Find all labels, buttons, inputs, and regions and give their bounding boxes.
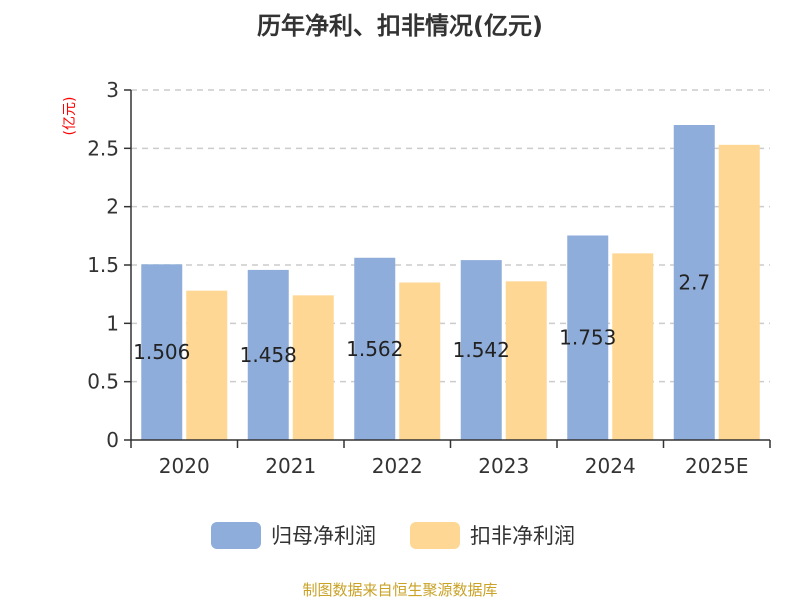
bar-deducted-net-profit: [612, 253, 654, 440]
y-tick-label: 0: [106, 428, 119, 452]
x-tick-label: 2022: [372, 454, 423, 478]
data-label: 1.458: [240, 343, 297, 367]
legend: 归母净利润 扣非净利润: [211, 522, 575, 549]
y-tick-label: 2: [106, 195, 119, 219]
x-tick-label: 2021: [265, 454, 316, 478]
bar-deducted-net-profit: [505, 281, 547, 440]
bar-deducted-net-profit: [186, 290, 228, 440]
bar-deducted-net-profit: [399, 282, 441, 440]
data-label: 1.506: [133, 340, 190, 364]
data-label: 1.753: [559, 326, 616, 350]
legend-label: 归母净利润: [271, 524, 376, 548]
data-label: 2.7: [678, 271, 710, 295]
x-tick-label: 2024: [585, 454, 636, 478]
data-label: 1.562: [346, 337, 403, 361]
legend-swatch: [211, 522, 261, 549]
data-label: 1.542: [453, 338, 510, 362]
x-tick-label: 2023: [478, 454, 529, 478]
y-tick-label: 1: [106, 311, 119, 335]
bar-net-profit: [354, 257, 396, 440]
bar-net-profit: [247, 269, 289, 440]
bar-deducted-net-profit: [292, 295, 334, 440]
legend-swatch: [410, 522, 460, 549]
bar-net-profit: [141, 264, 183, 440]
axes: 0 0.5 1 1.5 2 2.5 3 2020 2021 2022 2023 2024 2025E: [87, 78, 771, 478]
bar-net-profit: [460, 260, 502, 440]
grid-lines: [131, 89, 770, 383]
y-tick-label: 2.5: [87, 136, 119, 160]
y-tick-label: 0.5: [87, 370, 119, 394]
x-tick-label: 2020: [159, 454, 210, 478]
bar-deducted-net-profit: [718, 144, 760, 441]
x-tick-label: 2025E: [685, 454, 749, 478]
chart-title: 历年净利、扣非情况(亿元): [257, 12, 543, 40]
legend-label: 扣非净利润: [470, 524, 575, 548]
bar-net-profit: [673, 125, 715, 440]
bar-net-profit: [567, 235, 609, 440]
source-note: 制图数据来自恒生聚源数据库: [302, 581, 497, 599]
y-axis-unit-label: (亿元): [62, 97, 78, 136]
y-tick-label: 3: [106, 78, 119, 102]
y-tick-label: 1.5: [87, 253, 119, 277]
bars: [141, 125, 760, 441]
data-labels: 1.506 1.458 1.562 1.542 1.753 2.7: [133, 271, 710, 367]
